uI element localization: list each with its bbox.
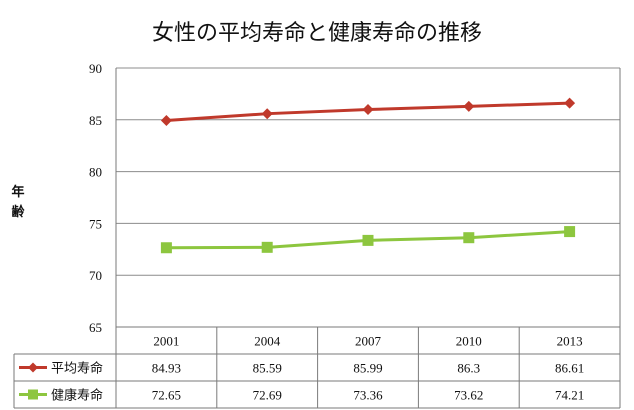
data-label: 72.69 (253, 388, 282, 403)
data-label: 73.36 (353, 388, 383, 403)
y-axis-label: 年齢 (11, 184, 25, 220)
data-label: 74.21 (555, 388, 584, 403)
series-layer (160, 97, 576, 254)
legend-label-1: 健康寿命 (51, 388, 103, 404)
series-0-point (362, 104, 374, 116)
y-tick-label: 65 (89, 320, 102, 335)
y-tick-label: 70 (89, 268, 102, 283)
x-tick-label: 2004 (254, 334, 281, 349)
series-0-point (261, 108, 273, 120)
series-1-point (564, 226, 576, 238)
legend-label-0: 平均寿命 (51, 361, 103, 377)
y-tick-label: 75 (89, 216, 102, 231)
chart-title: 女性の平均寿命と健康寿命の推移 (152, 21, 482, 46)
series-0-point (160, 115, 172, 127)
legend-key-marker-1 (28, 389, 38, 400)
series-1-point (160, 242, 172, 254)
data-label: 85.99 (353, 361, 382, 376)
series-1-point (261, 241, 273, 253)
data-label: 86.61 (555, 361, 584, 376)
plot-area (115, 68, 621, 327)
data-label: 72.65 (152, 388, 181, 403)
data-table: 2001 2004 2007 2010 2013 平均寿命 84.93 85.59 85.99 8… (13, 326, 621, 409)
series-0-point (564, 97, 576, 109)
series-0-point (463, 100, 475, 112)
legend-key-marker-0 (28, 362, 38, 373)
x-tick-label: 2001 (153, 334, 179, 349)
data-label: 73.62 (454, 388, 483, 403)
y-axis-ticks: 65 70 75 80 85 90 (89, 61, 102, 335)
y-tick-label: 85 (89, 113, 102, 128)
data-label: 85.59 (253, 361, 282, 376)
y-axis-label-char: 年 (11, 184, 24, 200)
series-1-point (362, 234, 374, 246)
series-1-point (463, 232, 475, 244)
x-tick-label: 2013 (557, 334, 583, 349)
y-tick-label: 80 (89, 165, 102, 180)
y-axis-label-char: 齢 (11, 204, 25, 220)
y-tick-label: 90 (89, 61, 102, 76)
x-tick-label: 2007 (355, 334, 382, 349)
x-tick-label: 2010 (456, 334, 482, 349)
data-label: 86.3 (457, 361, 480, 376)
data-label: 84.93 (152, 361, 181, 376)
